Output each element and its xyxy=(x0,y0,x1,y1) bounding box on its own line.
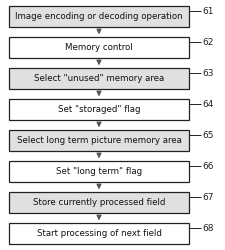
Text: Set "long term" flag: Set "long term" flag xyxy=(56,167,142,176)
Bar xyxy=(9,6,189,27)
Text: 65: 65 xyxy=(202,131,214,140)
Bar xyxy=(9,99,189,120)
Bar xyxy=(9,161,189,182)
Text: Select long term picture memory area: Select long term picture memory area xyxy=(17,136,181,145)
Bar xyxy=(9,68,189,89)
Text: 67: 67 xyxy=(202,193,214,202)
Text: 64: 64 xyxy=(202,100,214,109)
Text: Select "unused" memory area: Select "unused" memory area xyxy=(34,74,164,83)
Text: Set "storaged" flag: Set "storaged" flag xyxy=(58,105,140,114)
Text: Start processing of next field: Start processing of next field xyxy=(36,229,162,238)
Text: 62: 62 xyxy=(202,38,214,47)
Bar xyxy=(9,130,189,151)
Text: 66: 66 xyxy=(202,162,214,171)
Text: Store currently processed field: Store currently processed field xyxy=(33,198,165,207)
Text: Image encoding or decoding operation: Image encoding or decoding operation xyxy=(15,12,183,21)
Text: 61: 61 xyxy=(202,7,214,16)
Bar xyxy=(9,192,189,213)
Text: 63: 63 xyxy=(202,69,214,78)
Bar xyxy=(9,223,189,244)
Bar xyxy=(9,37,189,58)
Text: 68: 68 xyxy=(202,224,214,233)
Text: Memory control: Memory control xyxy=(65,43,133,52)
